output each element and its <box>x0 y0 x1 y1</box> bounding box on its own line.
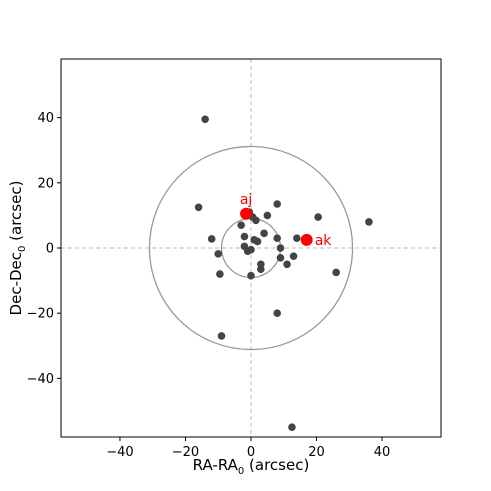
y-axis-title: Dec-Dec0 (arcsec) <box>7 181 28 316</box>
data-point-s0-28 <box>293 234 301 243</box>
x-tick-label: −40 <box>106 445 133 460</box>
y-axis-ticks: −40 −20 0 20 40 <box>27 111 61 387</box>
data-point-s0-5 <box>217 332 226 340</box>
data-point-s0-21 <box>273 234 282 243</box>
data-point-s0-2 <box>207 235 216 243</box>
data-point-s0-24 <box>276 253 285 262</box>
data-point-s0-12 <box>247 245 255 254</box>
data-point-s0-33 <box>288 423 296 432</box>
data-point-s0-4 <box>216 270 224 278</box>
annotation-aj: aj <box>240 192 252 208</box>
data-point-s0-20 <box>263 211 272 220</box>
annotations: aj ak <box>240 192 332 249</box>
x-tick-label: 0 <box>247 445 255 460</box>
data-point-s0-3 <box>214 250 223 258</box>
data-point-s0-31 <box>332 268 340 277</box>
y-tick-label: −40 <box>27 372 54 387</box>
x-tick-label: 40 <box>374 445 391 460</box>
data-points <box>194 115 373 432</box>
y-tick-label: −20 <box>27 307 54 322</box>
data-point-s0-11 <box>247 271 255 280</box>
y-tick-label: 0 <box>46 242 54 257</box>
y-tick-label: 20 <box>37 176 54 191</box>
data-point-s1-0 <box>240 207 253 220</box>
data-point-s0-1 <box>194 203 203 212</box>
data-point-s0-6 <box>237 221 245 229</box>
data-point-s0-7 <box>240 232 249 241</box>
data-point-s0-25 <box>276 244 285 252</box>
data-point-s0-16 <box>253 237 262 246</box>
x-tick-label: 20 <box>308 445 325 460</box>
data-point-s0-0 <box>201 115 209 124</box>
data-point-s0-30 <box>314 213 322 221</box>
x-axis-ticks: −40 −20 0 20 40 <box>106 437 390 460</box>
data-point-s0-19 <box>260 229 268 238</box>
data-point-s0-22 <box>273 200 282 208</box>
radius-circle-1 <box>148 145 354 351</box>
annotation-ak: ak <box>315 233 333 249</box>
y-tick-label: 40 <box>37 111 54 126</box>
data-point-s0-15 <box>252 216 260 225</box>
data-point-s1-1 <box>300 233 313 246</box>
data-point-s0-32 <box>365 218 373 226</box>
data-point-s0-23 <box>273 309 282 317</box>
data-point-s0-27 <box>289 252 298 260</box>
data-point-s0-26 <box>283 260 291 269</box>
x-tick-label: −20 <box>172 445 199 460</box>
x-axis-title: RA-RA0 (arcsec) <box>193 456 310 477</box>
data-point-s0-18 <box>257 265 265 273</box>
